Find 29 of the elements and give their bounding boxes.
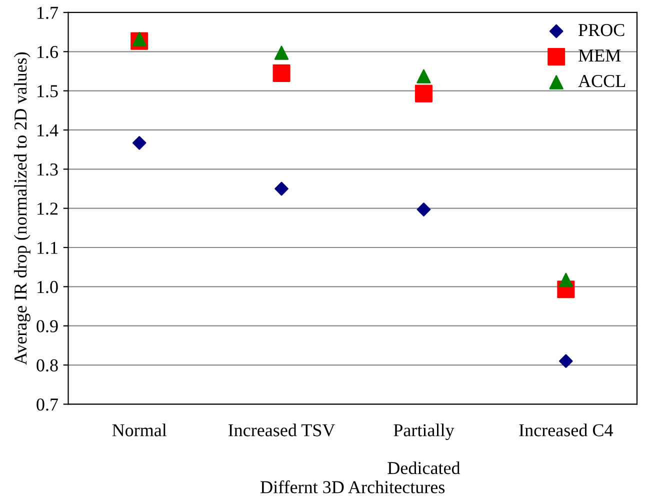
- y-axis-title: Average IR drop (normalized to 2D values): [14, 52, 30, 365]
- x-axis-title: Differnt 3D Architectures: [260, 480, 445, 494]
- point: [558, 272, 574, 288]
- x-tick-label: Increased C4: [519, 424, 613, 436]
- y-tick-label: 1.4: [38, 124, 58, 137]
- y-tick-label: 1.3: [38, 163, 58, 176]
- legend-label: MEM: [578, 50, 621, 62]
- point: [416, 69, 431, 84]
- y-tick-label: 1.5: [38, 85, 58, 98]
- x-tick-label: Increased TSV: [228, 424, 336, 436]
- point: [274, 46, 289, 60]
- y-tick-label: 1.2: [38, 202, 58, 215]
- point: [272, 64, 290, 82]
- point: [414, 84, 432, 102]
- point: [274, 182, 288, 196]
- point: [132, 136, 146, 150]
- y-tick-label: 1.1: [38, 242, 58, 254]
- x-tick-label: Partially Dedicated: [388, 424, 460, 474]
- legend-label: PROC: [578, 24, 624, 36]
- y-tick-label: 1.6: [38, 46, 58, 58]
- y-tick-label: 1.7: [38, 6, 58, 19]
- point: [416, 202, 431, 216]
- y-tick-label: 0.9: [36, 320, 58, 332]
- y-tick-label: 0.8: [36, 359, 58, 372]
- legend-label: ACCL: [578, 75, 626, 88]
- point: [559, 354, 573, 368]
- y-tick-label: 1.0: [38, 280, 58, 294]
- x-tick-label: Normal: [112, 424, 167, 436]
- y-tick-label: 0.7: [36, 398, 58, 411]
